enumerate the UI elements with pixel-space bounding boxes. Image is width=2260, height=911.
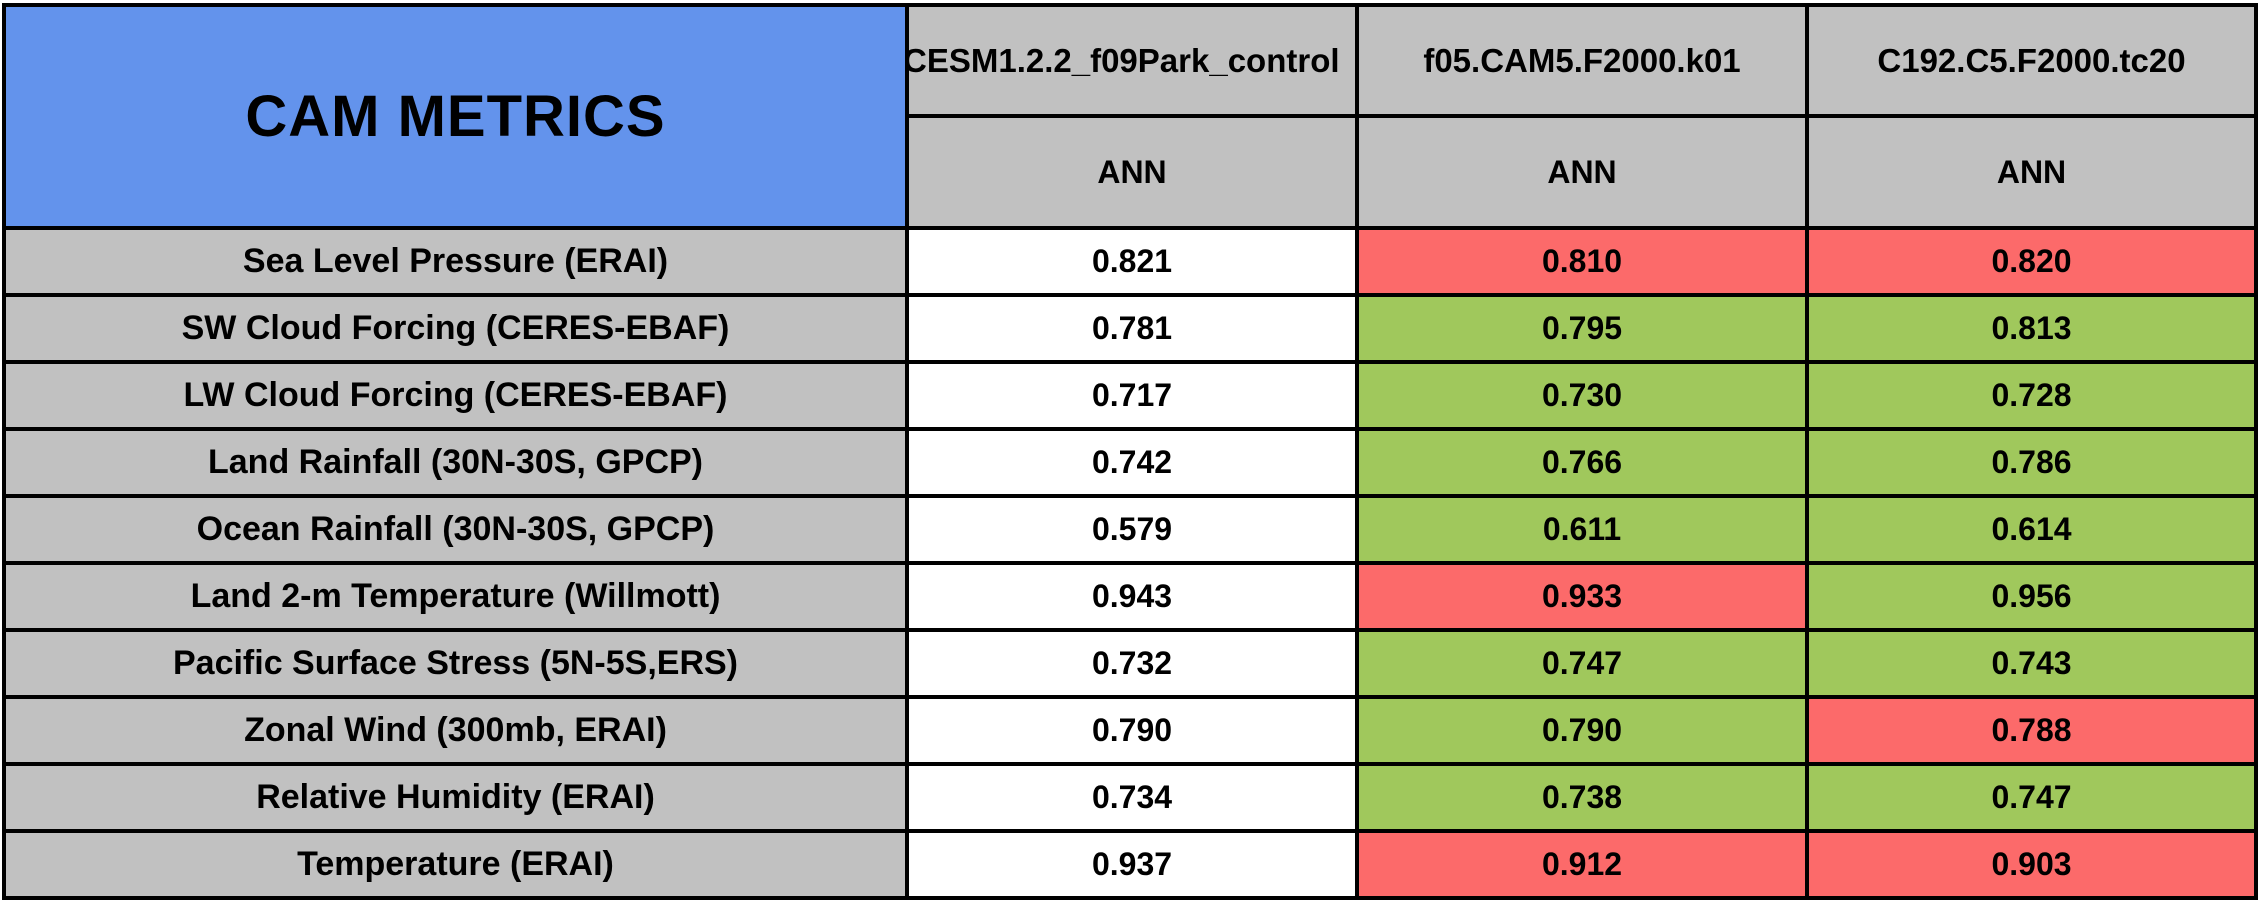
metric-label: Temperature (ERAI) [2,829,909,900]
metric-value-cell: 0.933 [1355,561,1809,632]
column-header-label: f05.CAM5.F2000.k01 [1423,41,1741,79]
metric-value-cell: 0.730 [1355,360,1809,431]
metric-value-cell: 0.795 [1355,293,1809,364]
metric-value-cell: 0.732 [905,628,1359,699]
page-title: CAM METRICS [245,84,666,149]
table-row: Ocean Rainfall (30N-30S, GPCP) 0.579 0.6… [2,494,2258,565]
column-header-run-k01: f05.CAM5.F2000.k01 [1355,3,1809,118]
metric-value-cell: 0.813 [1805,293,2258,364]
metric-label: Zonal Wind (300mb, ERAI) [2,695,909,766]
season-subheader-row: ANN ANN ANN [4,114,2258,230]
metric-label: Relative Humidity (ERAI) [2,762,909,833]
column-header-run-tc20: C192.C5.F2000.tc20 [1805,3,2258,118]
metric-value-cell: 0.728 [1805,360,2258,431]
season-subheader: ANN [905,114,1359,230]
table-row: Pacific Surface Stress (5N-5S,ERS) 0.732… [2,628,2258,699]
metric-label: SW Cloud Forcing (CERES-EBAF) [2,293,909,364]
column-header-label: CESM1.2.2_f09Park_control [907,41,1340,79]
metric-value-cell: 0.738 [1355,762,1809,833]
metric-value-cell: 0.579 [905,494,1359,565]
metric-value-cell: 0.786 [1805,427,2258,498]
metrics-title-cell: CAM METRICS [2,3,909,230]
metric-value-cell: 0.810 [1355,226,1809,297]
metric-label: Sea Level Pressure (ERAI) [2,226,909,297]
cam-metrics-table: CAM METRICS CESM1.2.2_f09Park_control f0… [2,3,2258,900]
metric-value-cell: 0.956 [1805,561,2258,632]
metric-label: Pacific Surface Stress (5N-5S,ERS) [2,628,909,699]
metric-value-cell: 0.743 [1805,628,2258,699]
metric-label: Land 2-m Temperature (Willmott) [2,561,909,632]
table-row: SW Cloud Forcing (CERES-EBAF) 0.781 0.79… [2,293,2258,364]
metric-label: Land Rainfall (30N-30S, GPCP) [2,427,909,498]
metric-value-cell: 0.943 [905,561,1359,632]
metric-value-cell: 0.717 [905,360,1359,431]
metric-value-cell: 0.747 [1805,762,2258,833]
metric-value-cell: 0.821 [905,226,1359,297]
metric-value-cell: 0.788 [1805,695,2258,766]
metric-value-cell: 0.790 [1355,695,1809,766]
table-row: LW Cloud Forcing (CERES-EBAF) 0.717 0.73… [2,360,2258,431]
metric-value-cell: 0.734 [905,762,1359,833]
table-row: Zonal Wind (300mb, ERAI) 0.790 0.790 0.7… [2,695,2258,766]
metric-value-cell: 0.937 [905,829,1359,900]
metric-value-cell: 0.742 [905,427,1359,498]
season-subheader: ANN [1355,114,1809,230]
season-subheader: ANN [1805,114,2258,230]
metric-value-cell: 0.912 [1355,829,1809,900]
metric-value-cell: 0.611 [1355,494,1809,565]
table-row: Temperature (ERAI) 0.937 0.912 0.903 [2,829,2258,900]
metric-label: Ocean Rainfall (30N-30S, GPCP) [2,494,909,565]
metric-value-cell: 0.820 [1805,226,2258,297]
metric-value-cell: 0.747 [1355,628,1809,699]
metric-label: LW Cloud Forcing (CERES-EBAF) [2,360,909,431]
metric-value-cell: 0.790 [905,695,1359,766]
table-row: Relative Humidity (ERAI) 0.734 0.738 0.7… [2,762,2258,833]
table-row: Land 2-m Temperature (Willmott) 0.943 0.… [2,561,2258,632]
model-header-row: CAM METRICS CESM1.2.2_f09Park_control f0… [2,3,2258,230]
table-row: Sea Level Pressure (ERAI) 0.821 0.810 0.… [2,226,2258,297]
metric-value-cell: 0.903 [1805,829,2258,900]
metric-value-cell: 0.766 [1355,427,1809,498]
table-row: Land Rainfall (30N-30S, GPCP) 0.742 0.76… [2,427,2258,498]
column-header-label: C192.C5.F2000.tc20 [1877,41,2186,79]
metric-value-cell: 0.781 [905,293,1359,364]
column-header-control-run: CESM1.2.2_f09Park_control [905,3,1359,118]
metric-value-cell: 0.614 [1805,494,2258,565]
